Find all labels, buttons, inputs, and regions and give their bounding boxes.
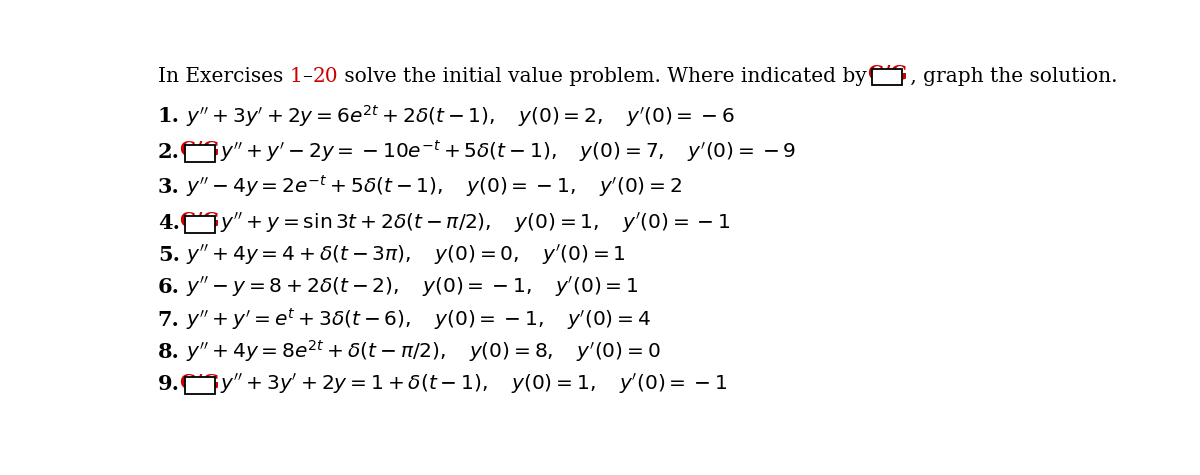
Text: $y'' + 3y' + 2y = 6e^{2t} + 2\delta(t-1),\quad y(0) = 2,\quad y'(0) = -6$: $y'' + 3y' + 2y = 6e^{2t} + 2\delta(t-1)… [186,103,734,129]
Text: 1.: 1. [157,106,180,126]
Text: C/G: C/G [180,373,221,393]
Text: –: – [302,66,312,85]
Text: 9.: 9. [157,374,180,394]
Text: $y'' + y' = e^t + 3\delta(t-6),\quad y(0) = -1,\quad y'(0) = 4$: $y'' + y' = e^t + 3\delta(t-6),\quad y(0… [186,306,650,332]
Text: 6.: 6. [157,277,180,297]
Text: 2.: 2. [157,142,180,162]
Text: $y'' - 4y = 2e^{-t} + 5\delta(t-1),\quad y(0) = -1,\quad y'(0) = 2$: $y'' - 4y = 2e^{-t} + 5\delta(t-1),\quad… [186,173,683,200]
Text: 5.: 5. [157,245,180,265]
Text: C/G: C/G [180,211,221,231]
Text: 20: 20 [312,66,338,85]
Text: 3.: 3. [157,177,180,197]
Text: 7.: 7. [157,310,180,330]
Text: In Exercises: In Exercises [157,66,289,85]
Text: 8.: 8. [157,342,180,362]
Text: $y'' - y = 8 + 2\delta(t-2),\quad y(0) = -1,\quad y'(0) = 1$: $y'' - y = 8 + 2\delta(t-2),\quad y(0) =… [186,276,638,299]
Text: solve the initial value problem. Where indicated by: solve the initial value problem. Where i… [338,66,874,85]
Text: $y'' + y' - 2y = -10e^{-t} + 5\delta(t-1),\quad y(0) = 7,\quad y'(0) = -9$: $y'' + y' - 2y = -10e^{-t} + 5\delta(t-1… [220,138,797,164]
Text: $y'' + 3y' + 2y = 1 + \delta(t-1),\quad y(0) = 1,\quad y'(0) = -1$: $y'' + 3y' + 2y = 1 + \delta(t-1),\quad … [220,372,727,397]
Text: $y'' + 4y = 4 + \delta(t - 3\pi),\quad y(0) = 0,\quad y'(0) = 1$: $y'' + 4y = 4 + \delta(t - 3\pi),\quad y… [186,243,626,267]
Text: 1: 1 [289,66,302,85]
Text: 4.: 4. [157,213,180,233]
Text: $y'' + 4y = 8e^{2t} + \delta(t - \pi/2),\quad y(0) = 8,\quad y'(0) = 0$: $y'' + 4y = 8e^{2t} + \delta(t - \pi/2),… [186,338,661,364]
Text: C/G: C/G [866,64,907,84]
FancyBboxPatch shape [185,145,215,162]
Text: , graph the solution.: , graph the solution. [904,66,1117,85]
Text: $y'' + y = \sin 3t + 2\delta(t - \pi/2),\quad y(0) = 1,\quad y'(0) = -1$: $y'' + y = \sin 3t + 2\delta(t - \pi/2),… [220,210,731,235]
FancyBboxPatch shape [185,377,215,394]
FancyBboxPatch shape [185,216,215,233]
FancyBboxPatch shape [872,68,901,86]
Text: C/G: C/G [180,140,221,161]
